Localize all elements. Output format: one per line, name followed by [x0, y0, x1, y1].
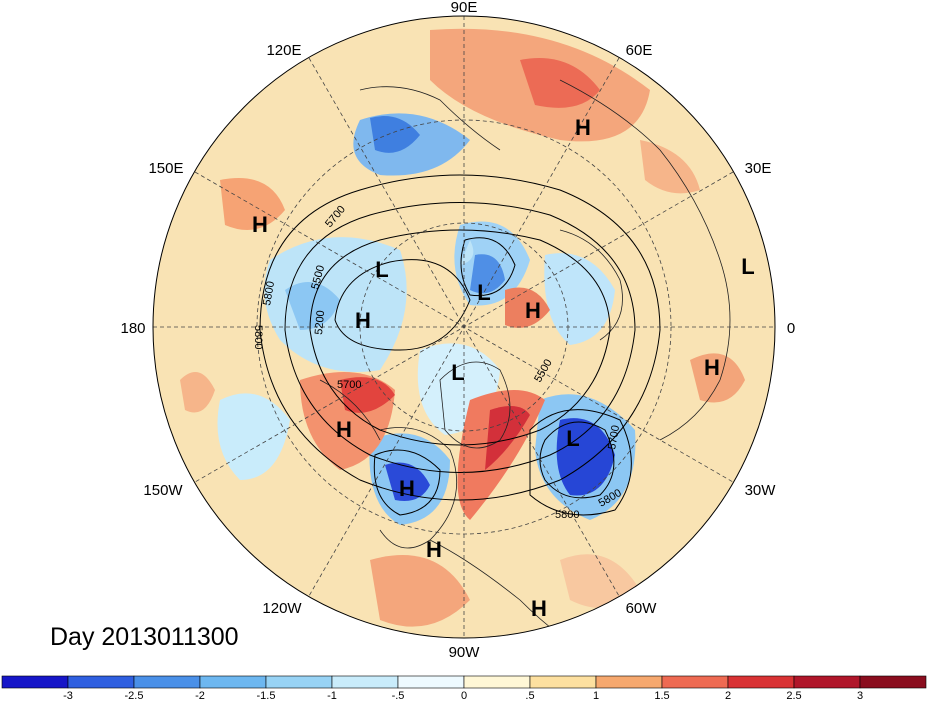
colorbar-tick-label: 0: [461, 690, 467, 702]
contour-label: 5800: [252, 325, 264, 349]
low-marker: L: [566, 426, 579, 451]
low-marker: L: [451, 360, 464, 385]
contour-label: 5700: [606, 424, 622, 450]
high-marker: H: [336, 417, 352, 442]
colorbar-tick-label: -2: [195, 690, 205, 702]
pressure-systems: H H L L H L H H L H L H H H: [252, 115, 755, 621]
height-contours: [259, 174, 661, 516]
colorbar-swatch: [397, 675, 465, 689]
colorbar-tick-label: 1: [593, 690, 599, 702]
high-marker: H: [399, 476, 415, 501]
colorbar-tick-label: -1: [327, 690, 337, 702]
colorbar-tick-label: -2.5: [125, 690, 144, 702]
colorbar-swatch: [661, 675, 729, 689]
lon-label: 0: [787, 320, 795, 337]
colorbar-swatch: [133, 675, 201, 689]
colorbar-tick-label: .5: [525, 690, 534, 702]
lon-label: 30W: [745, 482, 777, 499]
high-marker: H: [252, 212, 268, 237]
colorbar-swatch: [793, 675, 861, 689]
colorbar-tick-label: -1.5: [257, 690, 276, 702]
colorbar-tick-label: -3: [63, 690, 73, 702]
day-label: Day 2013011300: [50, 623, 239, 651]
longitude-labels: 90E 60E 30E 0 30W 60W 90W 120W 150W 180 …: [120, 0, 795, 661]
lon-label: 60E: [626, 42, 653, 59]
contour-label: 5700: [337, 379, 361, 391]
graticule: [153, 16, 775, 638]
lon-label: 120W: [262, 600, 302, 617]
contour-label: 5200: [313, 310, 327, 335]
colorbar-tick-label: 3: [857, 690, 863, 702]
contour-label: 5800: [555, 509, 579, 521]
low-marker: L: [477, 280, 490, 305]
contour-label: 5800: [261, 280, 277, 306]
low-marker: L: [741, 254, 754, 279]
colorbar-swatch: [463, 675, 531, 689]
lon-label: 150E: [148, 160, 183, 177]
high-marker: H: [355, 308, 371, 333]
lon-label: 180: [120, 320, 145, 337]
lon-label: 120E: [266, 42, 301, 59]
lon-label: 90W: [449, 644, 481, 661]
colorbar-tick-label: -.5: [392, 690, 405, 702]
colorbar-swatch: [199, 675, 267, 689]
high-marker: H: [525, 298, 541, 323]
high-marker: H: [531, 596, 547, 621]
colorbar-swatch: [727, 675, 795, 689]
colorbar: -3 -2.5 -2 -1.5 -1 -.5 0 .5 1 1.5 2 2.5 3: [1, 675, 927, 702]
map-border: [152, 15, 776, 639]
colorbar-tick-label: 1.5: [654, 690, 669, 702]
colorbar-swatch: [331, 675, 399, 689]
coastlines: [319, 79, 731, 638]
anomaly-shading: [153, 16, 775, 638]
high-marker: H: [704, 355, 720, 380]
high-marker: H: [575, 115, 591, 140]
colorbar-swatch: [1, 675, 69, 689]
colorbar-swatch: [595, 675, 663, 689]
lon-label: 90E: [451, 0, 478, 16]
low-marker: L: [375, 257, 388, 282]
high-marker: H: [426, 537, 442, 562]
colorbar-swatch: [529, 675, 597, 689]
lon-label: 150W: [143, 482, 183, 499]
colorbar-tick-label: 2.5: [786, 690, 801, 702]
colorbar-swatch: [859, 675, 927, 689]
colorbar-swatch: [265, 675, 333, 689]
colorbar-tick-label: 2: [725, 690, 731, 702]
lon-label: 30E: [745, 160, 772, 177]
lon-label: 60W: [626, 600, 658, 617]
colorbar-swatch: [67, 675, 135, 689]
